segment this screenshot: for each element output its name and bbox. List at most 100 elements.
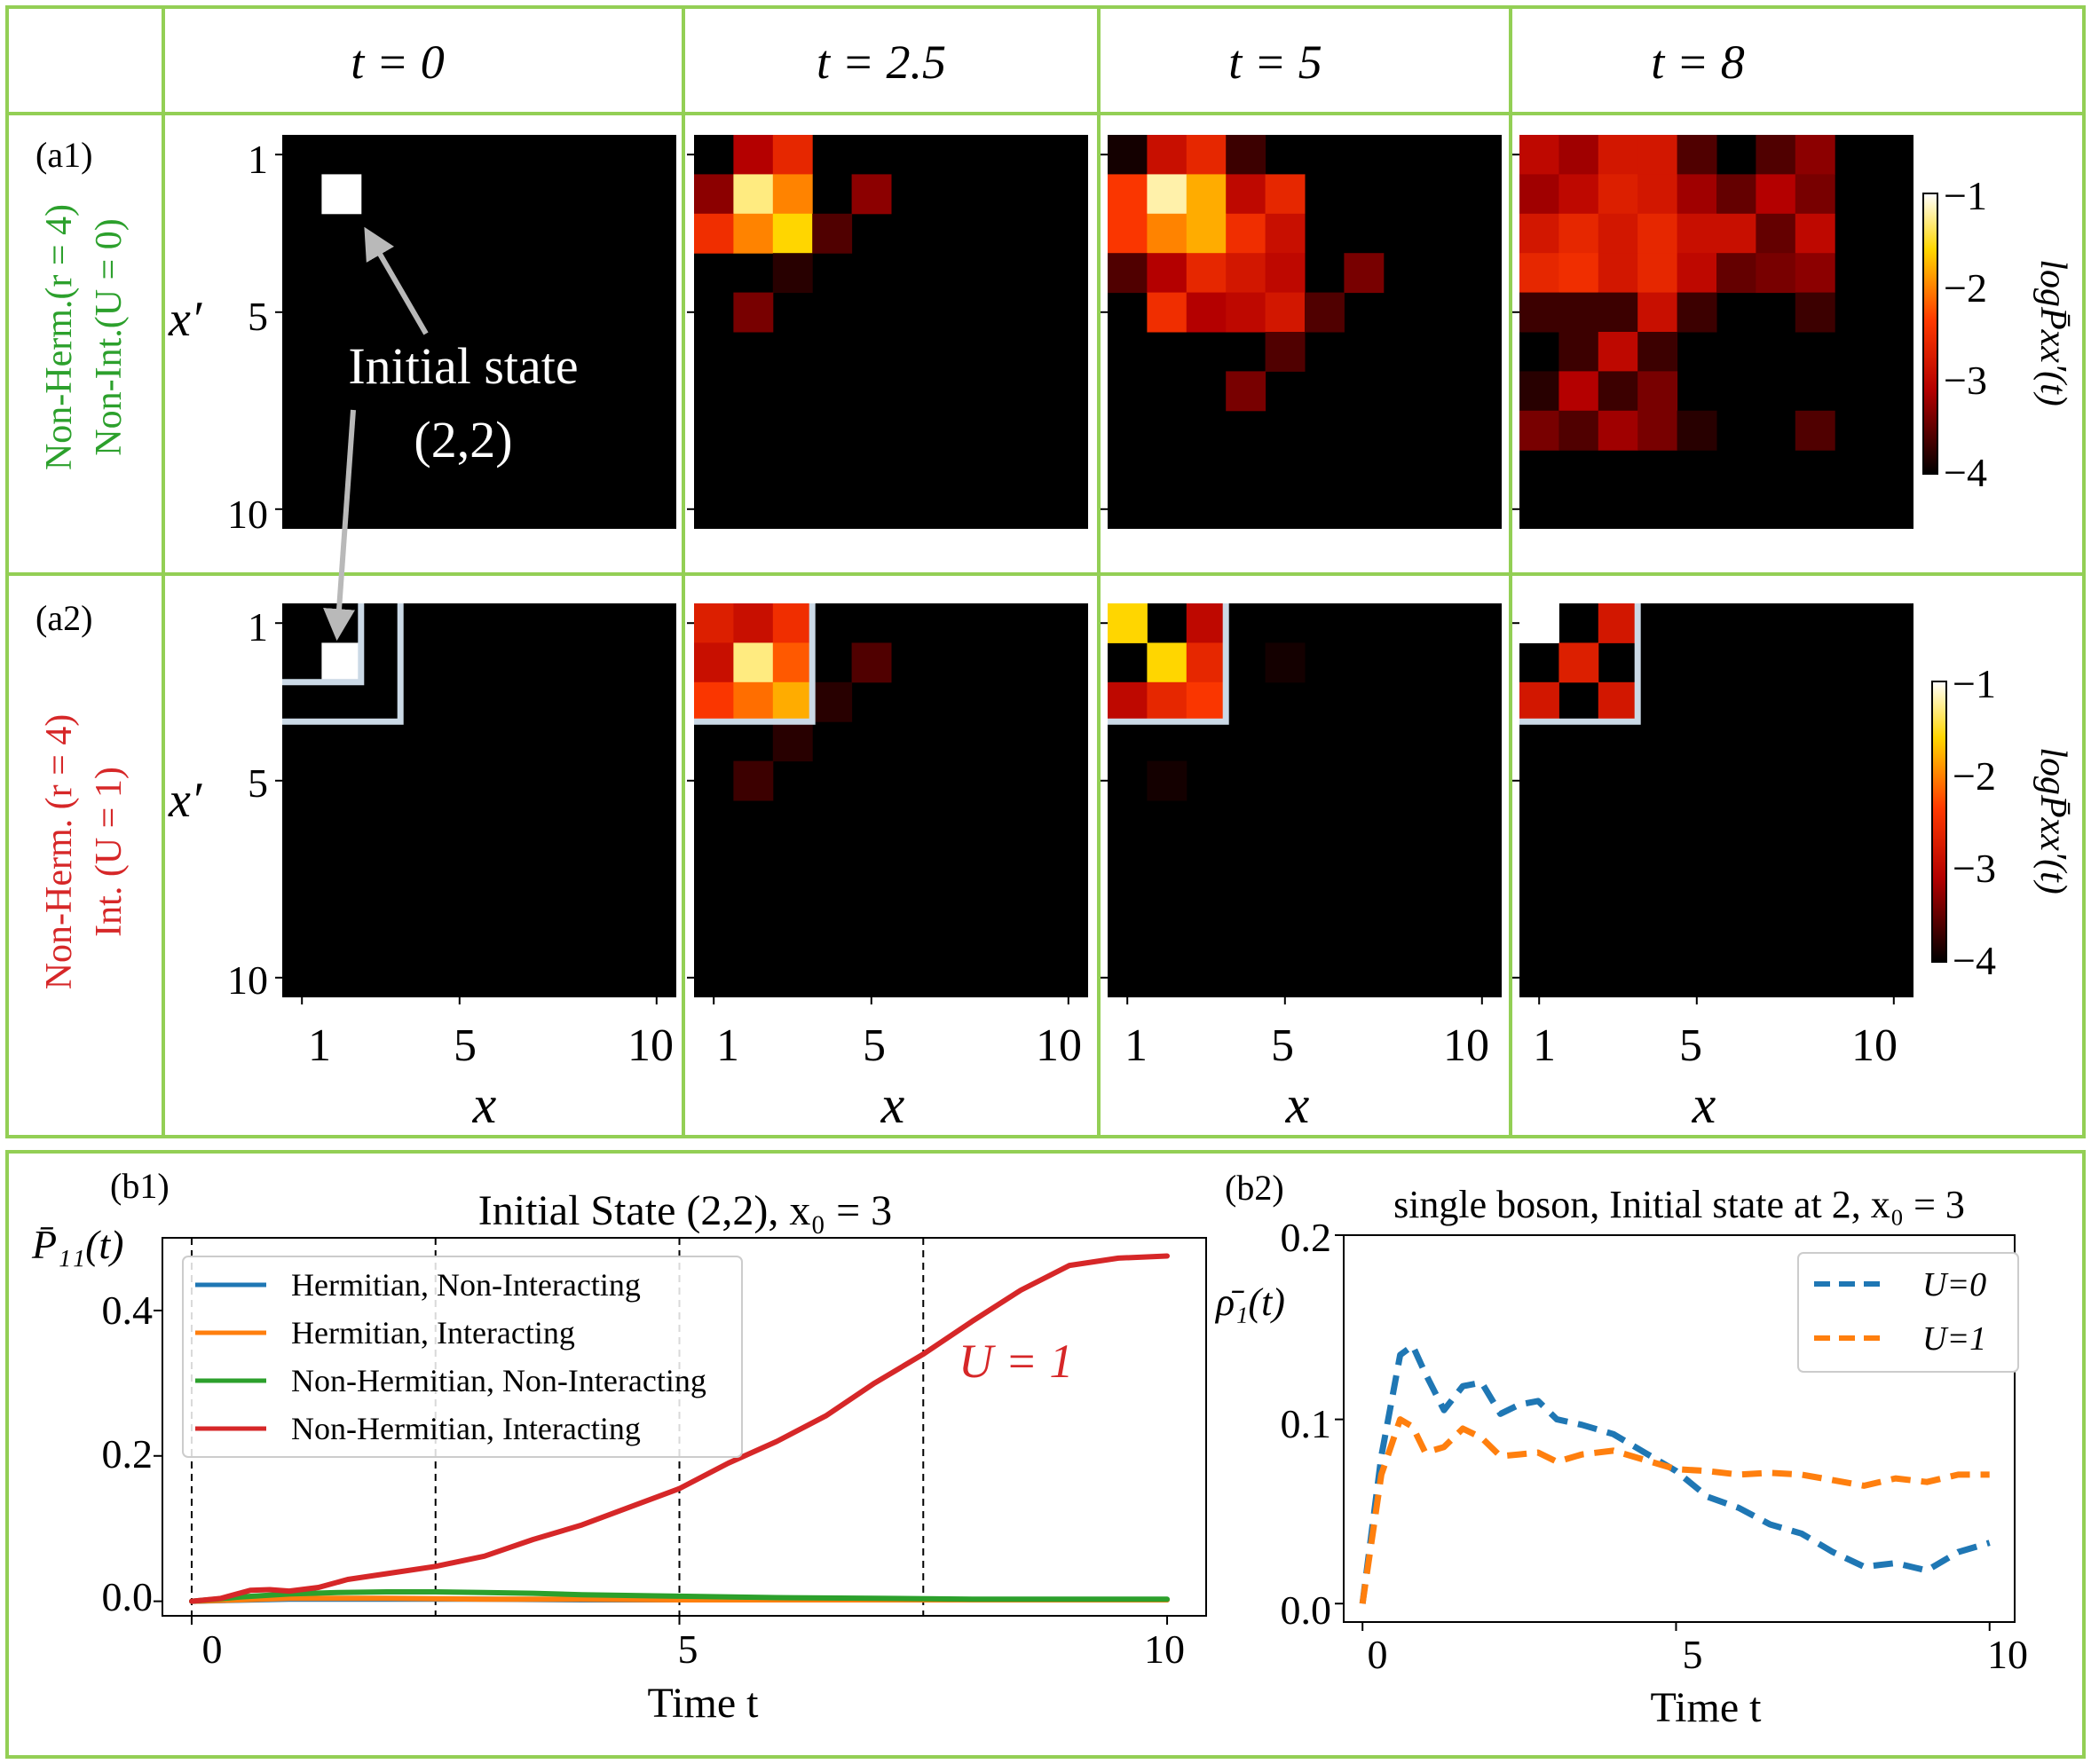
heatmap-a1-col3 (1101, 135, 1502, 529)
heatmap-cell (1598, 135, 1638, 175)
heatmap-cell (1716, 213, 1756, 254)
colorbar-a1-tick-1: −1 (1944, 173, 1987, 218)
heatmap-cell (1519, 174, 1559, 215)
heatmap-cell (812, 681, 853, 722)
heatmap-cell (694, 213, 734, 254)
heatmap-cell (1108, 681, 1148, 722)
heatmap-cell (1265, 253, 1306, 294)
heatmap-cell (1265, 642, 1306, 683)
heatmap-panels (275, 135, 1913, 1004)
heatmap-cell (1558, 174, 1599, 215)
heatmap-cell (1519, 292, 1559, 333)
heatmap-cell (1147, 642, 1188, 683)
heatmap-cell (733, 642, 774, 683)
row-tag-a1: (a1) (36, 135, 92, 175)
series-line-non-hermitian-interacting (189, 1253, 1170, 1604)
b2-title: single boson, Initial state at 2, x₀ = 3 (1393, 1183, 1965, 1226)
b2-ytick-0: 0.0 (1281, 1587, 1332, 1633)
heatmap-cell (812, 213, 853, 254)
heatmap-cell (733, 603, 774, 643)
heatmap-a1-col2 (687, 135, 1088, 529)
heatmap-cell (1558, 332, 1599, 372)
xtick-c3-5: 5 (1271, 1020, 1294, 1071)
colorbar-a2-tick-3: −3 (1953, 846, 1996, 891)
bracket-outer (1519, 603, 1641, 725)
heatmap-cell (1795, 410, 1835, 451)
heatmap-cell (1226, 174, 1266, 215)
ytick-a2-5: 5 (248, 760, 268, 806)
bracket-outer (1108, 603, 1229, 725)
b2-xtick-0: 0 (1368, 1632, 1388, 1677)
colorbar-a2-label: logP̄xx′(t) (2032, 747, 2073, 894)
initial-state-label: Initial state (348, 337, 578, 395)
b1-xtick-5: 5 (678, 1626, 698, 1672)
b1-legend-label-3: Non-Hermitian, Non-Interacting (291, 1363, 706, 1398)
xlabel-c4: x (1692, 1075, 1716, 1134)
heatmap-cell (1598, 332, 1638, 372)
heatmap-cell (772, 642, 813, 683)
heatmap-xticks: 1 5 10 1 5 10 1 5 10 1 5 10 (308, 1020, 1898, 1071)
heatmap-cell (1108, 603, 1148, 643)
b2-axes (1343, 1234, 2016, 1623)
heatmap-cell (1519, 410, 1559, 451)
heatmap-a1-col1 (275, 135, 676, 529)
b1-xtick-10: 10 (1144, 1626, 1185, 1672)
row-tag-a2: (a2) (36, 598, 92, 638)
heatmap-cell (1637, 410, 1678, 451)
heatmap-cell (1147, 292, 1188, 333)
heatmap-cell (1186, 642, 1227, 683)
heatmap-cell (694, 174, 734, 215)
b1-legend-label-2: Hermitian, Interacting (291, 1315, 575, 1351)
heatmap-cell (694, 603, 734, 643)
arrow-to-a1 (364, 226, 429, 335)
heatmap-cell (321, 174, 362, 215)
heatmap-cell (1226, 213, 1266, 254)
heatmap-cell (1756, 174, 1796, 215)
heatmap-cell (1677, 410, 1717, 451)
heatmap-cell (851, 642, 892, 683)
initial-state-annotation: Initial state (2,2) (323, 226, 579, 642)
column-header-t0: t = 0 (351, 35, 444, 89)
xtick-c2-5: 5 (863, 1020, 886, 1071)
heatmap-cell (1677, 253, 1717, 294)
heatmap-cell (1756, 135, 1796, 175)
heatmap-cell (1265, 292, 1306, 333)
heatmap-cell (772, 213, 813, 254)
heatmap-cell (1108, 213, 1148, 254)
panel-b2: (b2) single boson, Initial state at 2, x… (1214, 1168, 2028, 1731)
heatmap-yticks: 1 5 10 1 5 10 (227, 137, 268, 1003)
b1-ytick-4: 0.4 (102, 1288, 154, 1333)
heatmap-cell (772, 721, 813, 762)
heatmap-cell (1756, 213, 1796, 254)
heatmap-a2-col2 (687, 603, 1088, 1004)
colorbar-a2-tick-4: −4 (1953, 938, 1996, 983)
heatmap-cell (1637, 174, 1678, 215)
b1-xtick-0: 0 (202, 1626, 223, 1672)
heatmap-cell (1637, 292, 1678, 333)
heatmap-cell (1677, 174, 1717, 215)
b1-legend-label-4: Non-Hermitian, Interacting (291, 1411, 641, 1446)
colorbar-a1-tick-4: −4 (1944, 450, 1987, 495)
heatmap-cell (733, 174, 774, 215)
heatmap-cell (1558, 135, 1599, 175)
b2-xlabel: Time t (1651, 1684, 1763, 1731)
heatmap-cell (1186, 681, 1227, 722)
heatmap-cell (772, 174, 813, 215)
ytick-a1-1: 1 (248, 137, 268, 182)
heatmap-cell (1795, 135, 1835, 175)
b1-u1-annotation: U = 1 (959, 1335, 1073, 1388)
ytick-a2-10: 10 (227, 957, 268, 1003)
heatmap-cell (1226, 135, 1266, 175)
bracket-outer (282, 603, 404, 725)
heatmap-cell (733, 135, 774, 175)
ytick-a1-10: 10 (227, 492, 268, 537)
heatmap-cell (1147, 174, 1188, 215)
heatmap-cell (1519, 135, 1559, 175)
heatmap-cell (1519, 681, 1559, 722)
colorbar-a1-tick-2: −2 (1944, 265, 1987, 311)
heatmap-cell (1677, 292, 1717, 333)
series-line-u-1 (1359, 1416, 1990, 1604)
heatmap-cell (694, 135, 734, 175)
heatmap-cell (1637, 371, 1678, 412)
